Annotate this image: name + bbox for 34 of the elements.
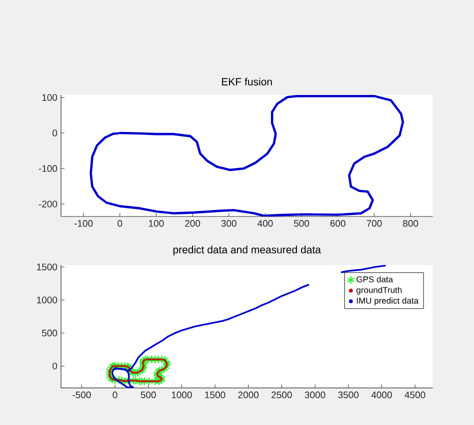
x-tick-label: 600 <box>330 220 346 227</box>
x-tick-label: 300 <box>221 220 236 227</box>
x-tick-label: 2000 <box>238 392 259 398</box>
x-tick-label: 1500 <box>205 392 226 398</box>
x-tick-label: 2500 <box>272 392 292 398</box>
y-tick-label: 1500 <box>37 264 58 270</box>
y-tick-label: 100 <box>42 94 58 101</box>
x-tick-label: 800 <box>403 220 418 227</box>
x-tick-label: 200 <box>185 220 200 227</box>
x-tick-label: 0 <box>118 220 122 227</box>
x-tick-label: 100 <box>148 220 164 227</box>
y-tick-label: -200 <box>38 200 58 208</box>
x-tick-label: 4500 <box>404 392 426 398</box>
legend-label: GPS data <box>356 276 394 282</box>
chart-title: predict data and measured data <box>173 246 321 256</box>
x-tick-label: 500 <box>140 392 156 398</box>
x-tick-label: 400 <box>257 220 273 227</box>
x-tick-label: 500 <box>294 220 310 227</box>
y-tick-label: 1000 <box>37 296 58 304</box>
x-tick-label: 0 <box>112 392 118 398</box>
x-tick-label: -100 <box>74 220 93 227</box>
x-tick-label: 700 <box>366 220 382 227</box>
x-tick-label: 4000 <box>371 392 392 398</box>
x-tick-label: -500 <box>72 392 91 398</box>
x-tick-label: 3500 <box>338 392 359 398</box>
y-tick-label: 0 <box>52 362 58 370</box>
x-tick-label: 3000 <box>304 392 326 398</box>
chart-title: EKF fusion <box>222 78 272 86</box>
y-tick-label: 500 <box>42 330 58 336</box>
y-tick-label: -100 <box>38 165 58 172</box>
legend-label: IMU predict data <box>356 297 419 306</box>
x-tick-label: 1000 <box>172 392 192 398</box>
legend-label: groundTruth <box>356 286 402 295</box>
y-tick-label: 0 <box>52 130 58 136</box>
